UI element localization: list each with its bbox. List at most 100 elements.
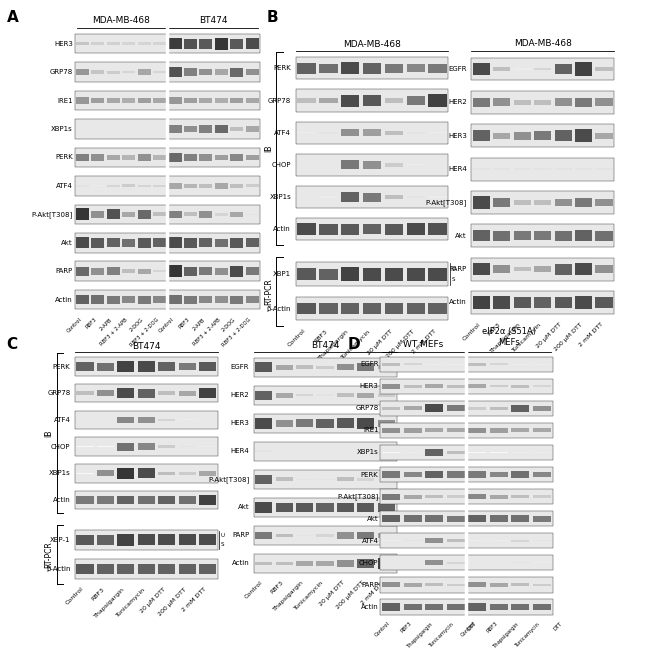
Bar: [404, 515, 422, 522]
Bar: [215, 38, 228, 50]
Bar: [378, 394, 395, 397]
Bar: [447, 496, 465, 498]
Bar: [595, 266, 612, 273]
Bar: [107, 267, 120, 275]
Bar: [468, 494, 486, 500]
Bar: [246, 184, 259, 188]
Bar: [489, 385, 508, 387]
Bar: [575, 230, 592, 241]
Bar: [358, 559, 374, 568]
Bar: [76, 267, 89, 276]
Bar: [317, 561, 333, 566]
Bar: [230, 212, 243, 217]
Bar: [514, 168, 531, 170]
Bar: [122, 184, 135, 188]
Bar: [533, 364, 551, 365]
Bar: [595, 297, 612, 308]
Bar: [168, 67, 181, 77]
Bar: [385, 163, 403, 167]
Bar: [468, 604, 486, 611]
Bar: [319, 97, 337, 103]
Text: HER4: HER4: [448, 166, 467, 172]
Text: Actin: Actin: [53, 497, 70, 503]
Bar: [363, 224, 382, 234]
Bar: [138, 269, 151, 274]
Text: RBF3: RBF3: [313, 328, 328, 343]
Bar: [246, 39, 259, 49]
Bar: [382, 428, 400, 433]
Bar: [489, 407, 508, 410]
Bar: [425, 515, 443, 522]
Bar: [75, 148, 260, 167]
Bar: [138, 296, 151, 303]
Bar: [468, 582, 486, 587]
Bar: [533, 604, 551, 610]
Bar: [97, 496, 114, 504]
Bar: [246, 296, 259, 303]
Bar: [200, 125, 213, 133]
Bar: [493, 67, 510, 71]
Bar: [380, 423, 552, 438]
Text: DTT: DTT: [466, 621, 477, 632]
Bar: [75, 559, 218, 579]
Bar: [385, 267, 403, 281]
Text: P-Akt[T308]: P-Akt[T308]: [426, 199, 467, 206]
Bar: [199, 362, 216, 371]
Bar: [158, 496, 176, 504]
Bar: [514, 297, 531, 308]
Bar: [511, 515, 529, 522]
Bar: [158, 362, 176, 371]
Bar: [447, 428, 465, 432]
Text: XBP1s: XBP1s: [357, 449, 378, 455]
Bar: [473, 296, 490, 309]
Bar: [473, 168, 490, 170]
Bar: [107, 184, 120, 187]
Bar: [468, 428, 486, 433]
Text: Tunicamycin: Tunicamycin: [512, 322, 543, 353]
Bar: [363, 192, 382, 201]
Bar: [200, 154, 213, 161]
Bar: [215, 154, 228, 160]
Text: 2-DOG: 2-DOG: [129, 317, 144, 332]
Bar: [575, 296, 592, 309]
Bar: [468, 407, 486, 409]
Text: 20 μM DTT: 20 μM DTT: [139, 587, 166, 613]
Bar: [138, 97, 151, 103]
Bar: [296, 534, 313, 536]
Bar: [534, 168, 551, 170]
Text: β-Actin: β-Actin: [266, 305, 291, 311]
Bar: [199, 534, 216, 545]
Text: eIF2α (S51A)
MEFs: eIF2α (S51A) MEFs: [482, 327, 536, 347]
Bar: [511, 385, 529, 388]
Bar: [179, 496, 196, 504]
Bar: [511, 495, 529, 498]
Text: B: B: [266, 10, 278, 25]
Text: Tunicamycin: Tunicamycin: [115, 587, 146, 617]
Bar: [337, 419, 354, 428]
Bar: [138, 43, 151, 45]
Bar: [215, 268, 228, 275]
Bar: [575, 129, 592, 142]
Text: RBF3: RBF3: [486, 621, 499, 634]
Bar: [341, 192, 359, 202]
Bar: [385, 224, 403, 235]
Bar: [363, 63, 382, 74]
Bar: [385, 64, 403, 73]
Bar: [255, 451, 272, 452]
Bar: [276, 392, 292, 398]
Text: 20 μM DTT: 20 μM DTT: [536, 322, 563, 349]
Bar: [341, 160, 359, 169]
Text: Control: Control: [65, 587, 85, 606]
Text: D: D: [348, 337, 360, 352]
Bar: [337, 560, 354, 567]
Bar: [595, 99, 612, 106]
Bar: [385, 195, 403, 199]
Bar: [382, 582, 400, 587]
Bar: [337, 364, 354, 370]
Bar: [358, 532, 374, 540]
Bar: [138, 238, 151, 248]
Bar: [184, 238, 197, 248]
Bar: [107, 209, 120, 220]
Bar: [489, 494, 508, 498]
Bar: [337, 477, 354, 481]
